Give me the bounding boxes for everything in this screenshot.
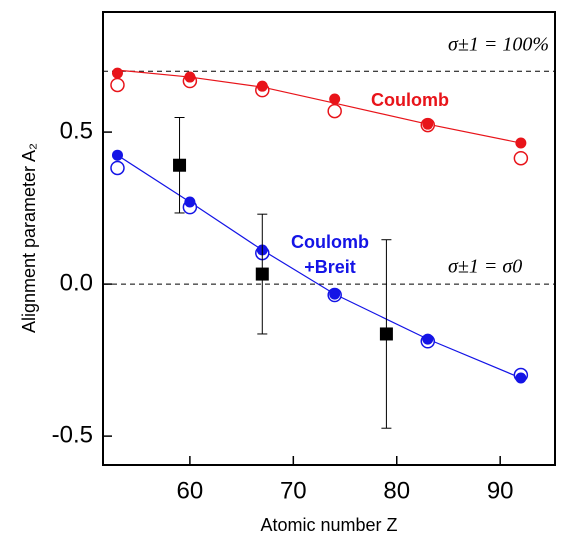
annotation: Coulomb (291, 232, 369, 252)
x-tick-label: 90 (487, 477, 514, 504)
filled-marker (515, 372, 527, 384)
filled-marker (422, 333, 434, 345)
filled-marker (111, 149, 123, 161)
filled-marker (184, 71, 196, 83)
open-marker (513, 150, 529, 166)
open-marker (110, 160, 125, 176)
x-axis-label: Atomic number Z (260, 515, 397, 535)
filled-marker (515, 137, 527, 149)
filled-marker (256, 80, 268, 92)
fit-line (117, 69, 521, 144)
square-marker (173, 158, 187, 172)
y-axis-label: Alignment parameter A₂ (19, 143, 39, 333)
reference-label: σ±1 = 100% (448, 34, 549, 56)
filled-marker (329, 288, 341, 300)
fit-line (117, 154, 522, 379)
reference-label: σ±1 = σ0 (448, 256, 522, 278)
x-tick-label: 60 (177, 477, 204, 504)
filled-marker (111, 67, 123, 79)
x-tick-label: 80 (383, 477, 410, 504)
open-marker (327, 103, 342, 119)
x-tick-label: 70 (280, 477, 307, 504)
filled-marker (329, 93, 341, 105)
y-tick-label: 0.5 (60, 117, 93, 144)
square-marker (255, 267, 269, 281)
square-marker (379, 327, 393, 341)
open-marker (110, 77, 125, 93)
annotation: Coulomb (371, 90, 449, 110)
filled-marker (184, 196, 196, 208)
plot-frame (102, 11, 556, 466)
annotation: +Breit (304, 257, 356, 277)
filled-marker (422, 118, 434, 130)
y-tick-label: 0.0 (60, 269, 93, 296)
y-tick-label: -0.5 (52, 421, 93, 448)
